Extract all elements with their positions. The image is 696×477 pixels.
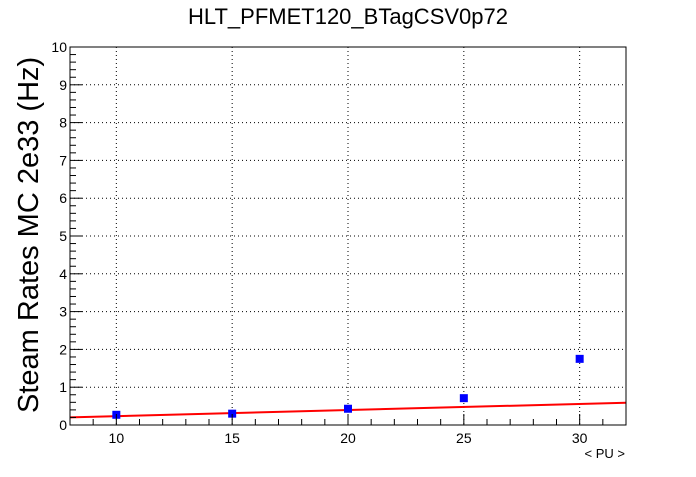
y-tick-label: 3	[59, 304, 67, 320]
y-tick-label: 1	[59, 379, 67, 395]
y-tick-label: 2	[59, 341, 67, 357]
chart-title: HLT_PFMET120_BTagCSV0p72	[188, 4, 508, 29]
data-point	[344, 404, 352, 413]
data-point	[575, 354, 584, 363]
y-tick-label: 5	[59, 228, 67, 244]
x-tick-label: 15	[224, 430, 240, 446]
x-tick-label: 25	[456, 430, 472, 446]
x-tick-label: 30	[572, 430, 588, 446]
points-layer	[112, 354, 584, 419]
axis-ticks	[69, 46, 627, 426]
x-axis-label: < PU >	[585, 446, 625, 461]
y-tick-label: 8	[59, 115, 67, 131]
y-axis-label: Steam Rates MC 2e33 (Hz)	[13, 57, 45, 413]
y-tick-label: 6	[59, 190, 67, 206]
data-point	[459, 394, 468, 403]
x-tick-label: 10	[109, 430, 125, 446]
y-tick-labels: 0 1 2 3 4 5 6 7 8 9 10	[51, 39, 67, 433]
y-tick-label: 9	[59, 77, 67, 93]
x-tick-labels: 10 15 20 25 30	[109, 430, 588, 446]
y-tick-label: 0	[59, 417, 67, 433]
grid-lines	[70, 47, 626, 425]
y-tick-label: 10	[51, 39, 67, 55]
y-tick-label: 4	[59, 266, 67, 282]
y-tick-label: 7	[59, 152, 67, 168]
x-tick-label: 20	[340, 430, 356, 446]
data-point	[228, 409, 237, 418]
